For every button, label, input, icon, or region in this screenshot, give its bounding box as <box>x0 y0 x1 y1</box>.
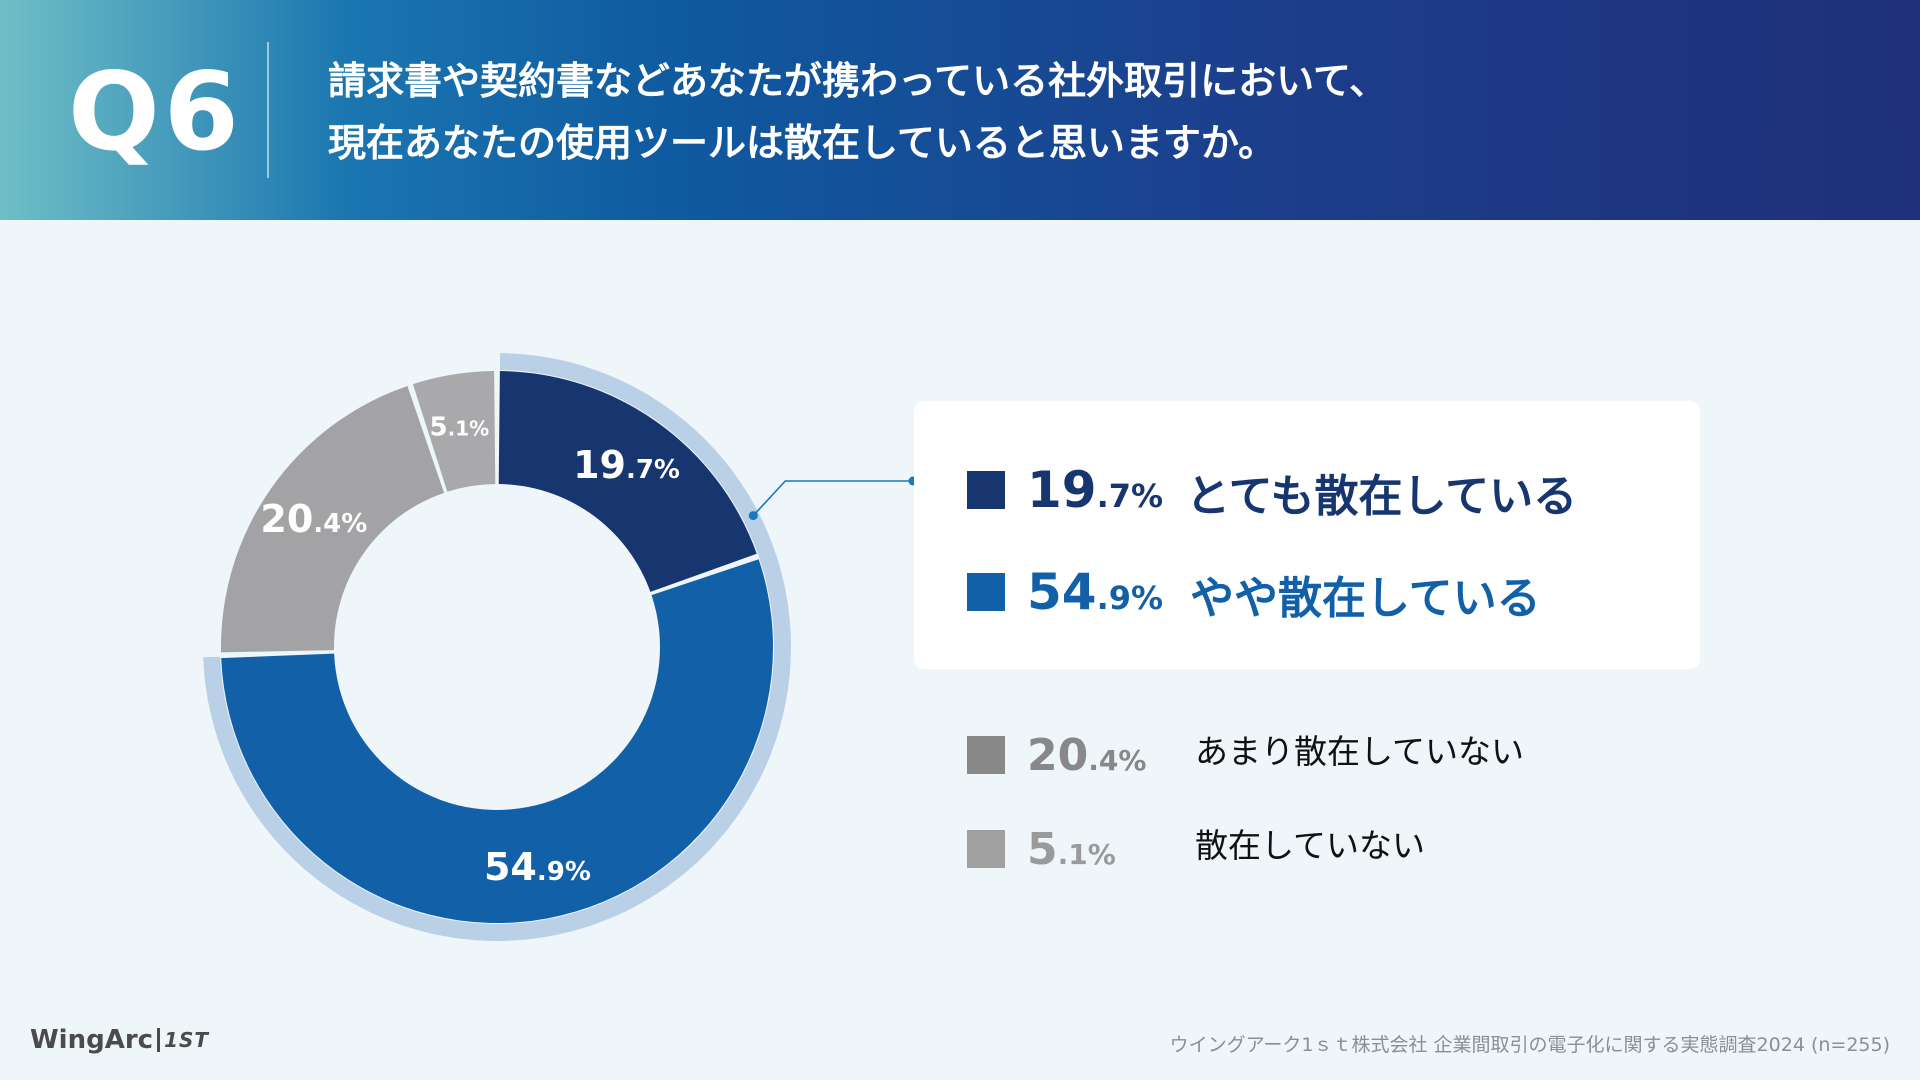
legend-value-4: 5.1% <box>1027 824 1116 875</box>
legend-swatch-1 <box>967 471 1005 509</box>
legend-label-3: あまり散在していない <box>1195 732 1525 771</box>
slice-label-int-4: 5 <box>430 412 448 442</box>
legend-value-1: 19.7% <box>1027 461 1163 519</box>
logo-badge: 1ST <box>157 1028 209 1052</box>
callout-line <box>752 480 913 517</box>
slice-label-dec-2: .9% <box>537 857 591 887</box>
header-divider <box>267 42 269 178</box>
legend-value-dec-4: .1% <box>1057 837 1116 871</box>
legend-item-1: 19.7% <box>967 460 1163 520</box>
legend-value-int-2: 54 <box>1027 563 1097 621</box>
legend-value-dec-2: .9% <box>1096 579 1164 617</box>
legend-item-2: 54.9% <box>967 562 1163 622</box>
legend-swatch-4 <box>967 830 1005 868</box>
slice-4 <box>412 371 496 492</box>
slice-label-int-2: 54 <box>484 845 537 889</box>
slice-label-int-3: 20 <box>260 497 313 541</box>
highlight-legend-card <box>914 401 1700 669</box>
wingarc-logo: WingArc 1ST <box>30 1018 209 1062</box>
slice-label-1: 19.7% <box>573 443 680 487</box>
question-number: Q6 <box>68 50 243 175</box>
callout-layer <box>748 476 918 521</box>
slice-label-dec-3: .4% <box>313 509 367 539</box>
logo-text: WingArc <box>30 1025 154 1055</box>
source-note: ウイングアーク1ｓｔ株式会社 企業間取引の電子化に関する実態調査2024 (n=… <box>1169 1034 1890 1056</box>
slice-label-3: 20.4% <box>260 497 367 541</box>
legend-value-2: 54.9% <box>1027 563 1163 621</box>
legend-item-4: 5.1% <box>967 819 1116 879</box>
legend-swatch-3 <box>967 736 1005 774</box>
legend-value-int-1: 19 <box>1027 461 1097 519</box>
slice-label-4: 5.1% <box>430 412 490 442</box>
question-title: 請求書や契約書などあなたが携わっている社外取引において、 現在あなたの使用ツール… <box>328 50 1848 174</box>
legend-value-dec-3: .4% <box>1088 743 1147 777</box>
legend-item-3: 20.4% <box>967 725 1146 785</box>
slice-label-dec-1: .7% <box>626 455 680 485</box>
question-title-line-1: 請求書や契約書などあなたが携わっている社外取引において、 <box>328 59 1388 103</box>
legend-label-1: とても散在している <box>1186 471 1578 522</box>
slice-3 <box>221 385 445 653</box>
slice-label-layer: 19.7% 54.9% 20.4% 5.1% <box>260 412 680 888</box>
header-banner: Q6 請求書や契約書などあなたが携わっている社外取引において、 現在あなたの使用… <box>0 0 1920 220</box>
slice-1 <box>498 371 757 592</box>
legend-value-dec-1: .7% <box>1096 477 1164 515</box>
legend-value-int-3: 20 <box>1027 729 1089 781</box>
legend-label-2: やや散在している <box>1190 573 1541 624</box>
slice-label-dec-4: .1% <box>448 416 490 440</box>
slice-2 <box>221 559 774 924</box>
legend-value-int-4: 5 <box>1027 823 1058 875</box>
slice-layer <box>221 371 774 924</box>
question-title-line-2: 現在あなたの使用ツールは散在していると思いますか。 <box>328 121 1277 165</box>
slice-label-int-1: 19 <box>573 443 626 487</box>
legend-value-3: 20.4% <box>1027 730 1146 781</box>
slice-label-2: 54.9% <box>484 845 591 889</box>
legend-label-4: 散在していない <box>1195 826 1426 865</box>
legend-swatch-2 <box>967 573 1005 611</box>
